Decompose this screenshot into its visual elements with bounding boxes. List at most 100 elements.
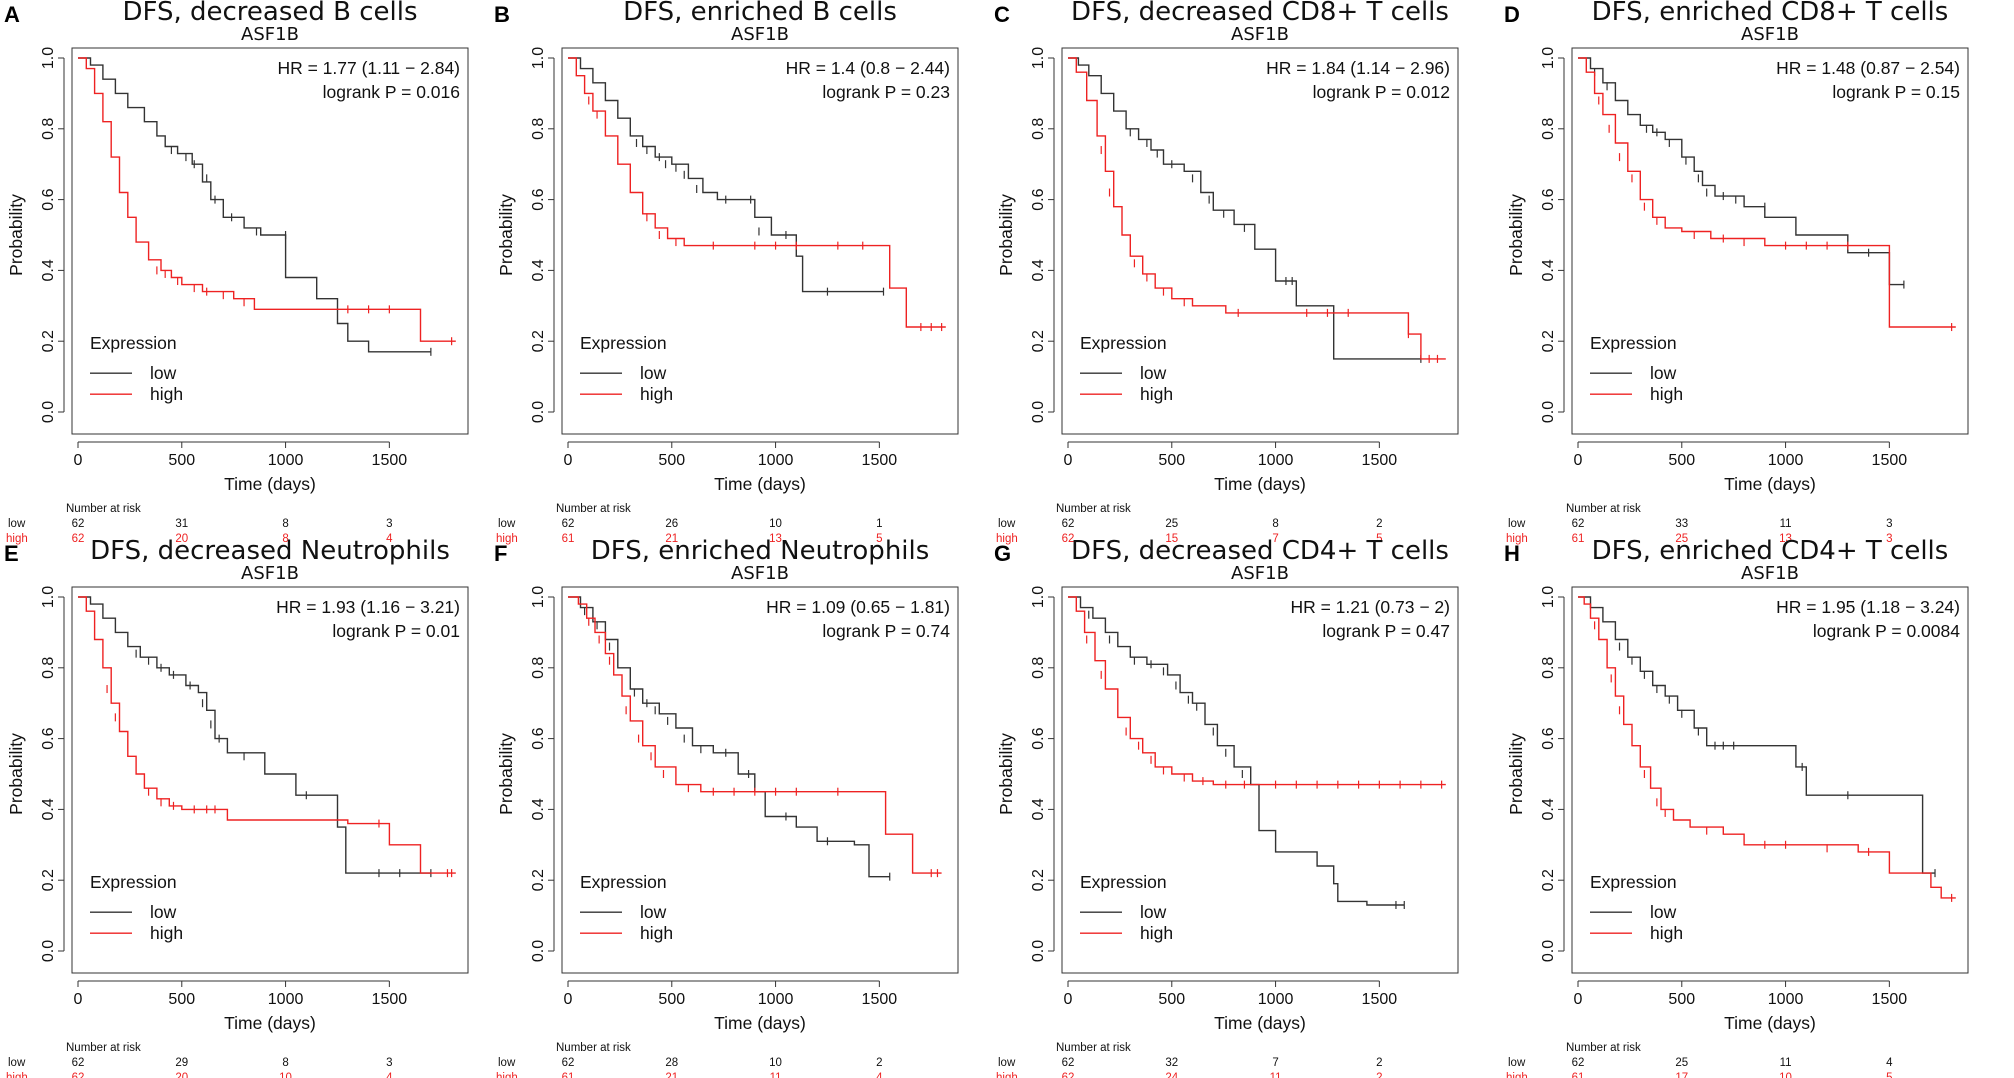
risk-value-low: 8 [1272, 518, 1278, 530]
logrank-p: logrank P = 0.01 [332, 621, 460, 641]
y-tick-label: 0.8 [530, 118, 547, 140]
y-tick-label: 0.0 [1540, 940, 1557, 962]
hazard-ratio: HR = 1.93 (1.16 − 3.21) [276, 597, 460, 617]
x-tick-label: 1000 [1258, 452, 1294, 469]
chart-subtitle: ASF1B [1741, 24, 1799, 45]
chart-title: DFS, enriched CD4+ T cells [1592, 536, 1949, 566]
x-tick-label: 500 [168, 452, 195, 469]
risk-value-low: 3 [386, 518, 392, 530]
risk-value-low: 62 [1572, 1057, 1585, 1069]
logrank-p: logrank P = 0.47 [1322, 621, 1450, 641]
legend-label-high: high [150, 923, 183, 943]
y-axis-label: Probability [6, 733, 26, 815]
panel-label: G [994, 541, 1011, 566]
risk-value-low: 32 [1165, 1057, 1178, 1069]
y-tick-label: 0.6 [530, 188, 547, 210]
x-axis-label: Time (days) [224, 1013, 316, 1033]
chart-subtitle: ASF1B [1231, 563, 1289, 584]
y-tick-label: 0.8 [40, 657, 57, 679]
risk-value-low: 3 [1886, 518, 1892, 530]
y-tick-label: 0.6 [40, 727, 57, 749]
x-tick-label: 1500 [862, 452, 898, 469]
chart-title: DFS, decreased CD4+ T cells [1071, 536, 1449, 566]
legend-label-high: high [640, 384, 673, 404]
risk-value-high: 11 [1270, 1072, 1282, 1078]
risk-row-label-high: high [496, 533, 518, 545]
risk-value-high: 20 [175, 1072, 188, 1078]
risk-value-high: 21 [665, 533, 678, 545]
y-tick-label: 0.2 [1030, 869, 1047, 891]
y-tick-label: 0.2 [40, 330, 57, 352]
y-tick-label: 0.2 [530, 869, 547, 891]
chart-title: DFS, decreased B cells [122, 0, 417, 27]
y-tick-label: 0.6 [40, 188, 57, 210]
y-axis-label: Probability [996, 194, 1016, 276]
hazard-ratio: HR = 1.4 (0.8 − 2.44) [786, 58, 950, 78]
risk-table-title: Number at risk [66, 1042, 141, 1054]
risk-value-high: 5 [1376, 533, 1382, 545]
panel-label: H [1504, 541, 1520, 566]
risk-value-low: 25 [1675, 1057, 1688, 1069]
plot-frame [1571, 47, 1969, 435]
x-axis-label: Time (days) [1724, 474, 1816, 494]
y-tick-label: 0.6 [1540, 188, 1557, 210]
km-panel-h: H DFS, enriched CD4+ T cells ASF1B 0.0 0.2 0.… [1500, 536, 1980, 1078]
risk-value-low: 62 [1062, 1057, 1075, 1069]
legend-label-high: high [1140, 384, 1173, 404]
x-axis-label: Time (days) [224, 474, 316, 494]
km-curve-high [568, 596, 942, 874]
legend-label-low: low [640, 902, 667, 922]
risk-value-low: 62 [72, 518, 85, 530]
risk-value-high: 62 [72, 533, 85, 545]
risk-row-label-high: high [1506, 1072, 1528, 1078]
legend-label-high: high [640, 923, 673, 943]
x-axis-label: Time (days) [714, 474, 806, 494]
risk-value-high: 24 [1165, 1072, 1178, 1078]
legend-title: Expression [1590, 872, 1677, 892]
x-tick-label: 1500 [1362, 991, 1398, 1008]
chart-subtitle: ASF1B [731, 563, 789, 584]
legend-label-low: low [1650, 902, 1677, 922]
risk-value-high: 7 [1272, 533, 1278, 545]
legend-label-low: low [1650, 363, 1677, 383]
legend-title: Expression [1080, 872, 1167, 892]
y-tick-label: 0.0 [530, 940, 547, 962]
risk-row-label-low: low [498, 518, 516, 530]
km-curve-high [78, 57, 456, 342]
hazard-ratio: HR = 1.77 (1.11 − 2.84) [277, 58, 460, 78]
legend-title: Expression [1590, 333, 1677, 353]
panel-label: E [4, 541, 19, 566]
risk-value-high: 3 [1886, 533, 1892, 545]
km-panel-c: C DFS, decreased CD8+ T cells ASF1B 0.0 0.2 0… [990, 0, 1470, 545]
risk-row-label-low: low [998, 1057, 1016, 1069]
chart-subtitle: ASF1B [1231, 24, 1289, 45]
x-tick-label: 0 [1574, 991, 1583, 1008]
risk-row-label-high: high [1506, 533, 1528, 545]
risk-value-high: 4 [876, 1072, 883, 1078]
y-tick-label: 1.0 [40, 586, 57, 608]
risk-value-low: 33 [1675, 518, 1688, 530]
risk-row-label-high: high [996, 533, 1018, 545]
risk-value-low: 62 [1062, 518, 1075, 530]
panel-label: D [1504, 2, 1520, 27]
risk-value-low: 4 [1886, 1057, 1893, 1069]
risk-value-high: 13 [769, 533, 782, 545]
y-tick-label: 0.4 [1030, 259, 1047, 281]
risk-value-high: 21 [665, 1072, 678, 1078]
y-tick-label: 0.8 [1540, 118, 1557, 140]
x-tick-label: 1000 [758, 452, 794, 469]
risk-value-low: 11 [1780, 518, 1792, 530]
y-tick-label: 0.6 [1030, 188, 1047, 210]
risk-value-high: 8 [282, 533, 288, 545]
logrank-p: logrank P = 0.23 [822, 82, 950, 102]
y-tick-label: 0.2 [1540, 330, 1557, 352]
x-tick-label: 1000 [1768, 452, 1804, 469]
risk-value-high: 10 [279, 1072, 292, 1078]
x-tick-label: 1000 [1258, 991, 1294, 1008]
risk-row-label-high: high [496, 1072, 518, 1078]
risk-value-low: 2 [1376, 1057, 1382, 1069]
plot-frame [71, 586, 469, 974]
